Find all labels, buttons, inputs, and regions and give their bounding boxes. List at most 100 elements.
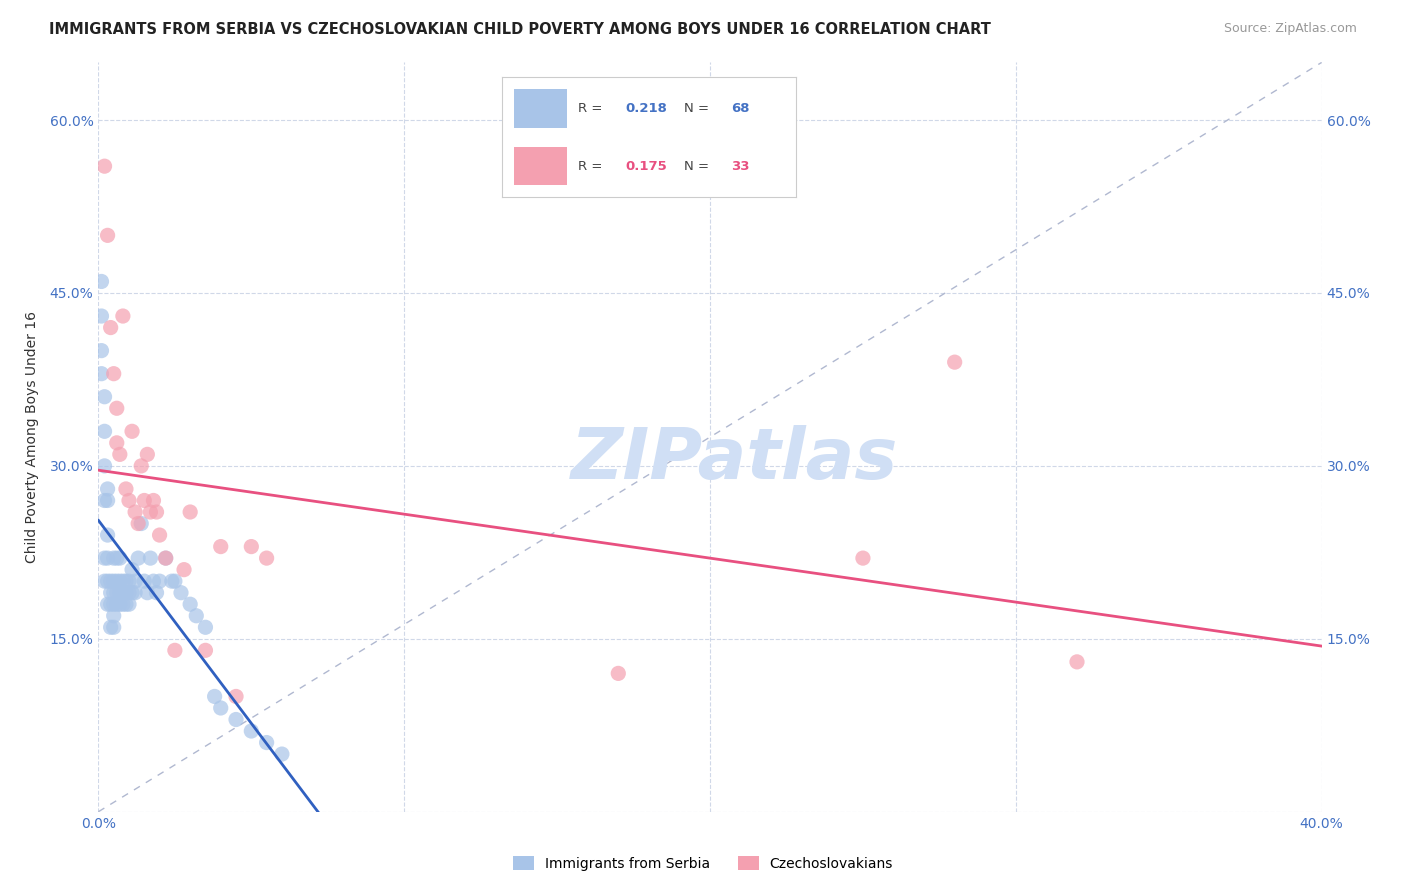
Point [179,505,201,519]
Point [111,309,134,323]
Point [97,482,120,496]
Point [155,551,177,566]
Point [97,597,120,611]
Point [173,563,195,577]
Point [115,482,138,496]
Point [97,574,120,589]
Point [194,620,217,634]
Point [111,597,134,611]
Point [93,493,115,508]
Point [105,597,128,611]
Point [943,355,966,369]
Point [240,724,263,739]
Point [108,447,131,461]
Y-axis label: Child Poverty Among Boys Under 16: Child Poverty Among Boys Under 16 [24,311,38,563]
Point [121,425,143,439]
Legend: Immigrants from Serbia, Czechoslovakians: Immigrants from Serbia, Czechoslovakians [508,850,898,876]
Point [105,551,128,566]
Point [103,585,125,599]
Point [225,690,247,704]
Point [93,574,115,589]
Point [160,574,183,589]
Point [142,574,165,589]
Point [124,505,146,519]
Point [209,701,232,715]
Point [155,551,177,566]
Point [103,551,125,566]
Point [118,597,141,611]
Point [170,585,193,599]
Point [1066,655,1088,669]
Point [209,540,232,554]
Point [134,493,156,508]
Point [97,528,120,542]
Point [108,585,131,599]
Point [124,574,146,589]
Point [103,367,125,381]
Point [139,505,162,519]
Point [105,435,128,450]
Point [105,574,128,589]
Point [100,597,122,611]
Point [256,735,278,749]
Point [127,551,149,566]
Point [163,643,186,657]
Point [118,574,141,589]
Point [118,585,141,599]
Point [149,528,172,542]
Point [105,401,128,416]
Point [111,585,134,599]
Point [108,597,131,611]
Point [115,574,138,589]
Point [115,585,138,599]
Point [100,320,122,334]
Point [149,574,172,589]
Point [97,551,120,566]
Point [186,608,208,623]
Point [136,585,159,599]
Point [93,390,115,404]
Point [145,585,167,599]
Point [852,551,875,566]
Point [97,228,120,243]
Text: ZIPatlas: ZIPatlas [571,425,898,494]
Point [225,713,247,727]
Point [103,620,125,634]
Point [121,563,143,577]
Point [90,367,112,381]
Point [240,540,263,554]
Point [204,690,226,704]
Point [115,597,138,611]
Point [139,551,162,566]
Point [194,643,217,657]
Point [270,747,292,761]
Point [100,585,122,599]
Point [256,551,278,566]
Point [118,493,141,508]
Point [93,458,115,473]
Point [93,551,115,566]
Point [93,159,115,173]
Point [100,574,122,589]
Text: IMMIGRANTS FROM SERBIA VS CZECHOSLOVAKIAN CHILD POVERTY AMONG BOYS UNDER 16 CORR: IMMIGRANTS FROM SERBIA VS CZECHOSLOVAKIA… [49,22,991,37]
Point [136,447,159,461]
Point [103,608,125,623]
Point [90,275,112,289]
Point [103,597,125,611]
Point [607,666,630,681]
Point [90,343,112,358]
Point [145,505,167,519]
Point [100,620,122,634]
Point [108,574,131,589]
Point [93,425,115,439]
Point [129,516,152,531]
Point [105,585,128,599]
Point [111,574,134,589]
Point [90,309,112,323]
Point [127,516,149,531]
Text: Source: ZipAtlas.com: Source: ZipAtlas.com [1223,22,1357,36]
Point [179,597,201,611]
Point [142,493,165,508]
Point [134,574,156,589]
Point [103,574,125,589]
